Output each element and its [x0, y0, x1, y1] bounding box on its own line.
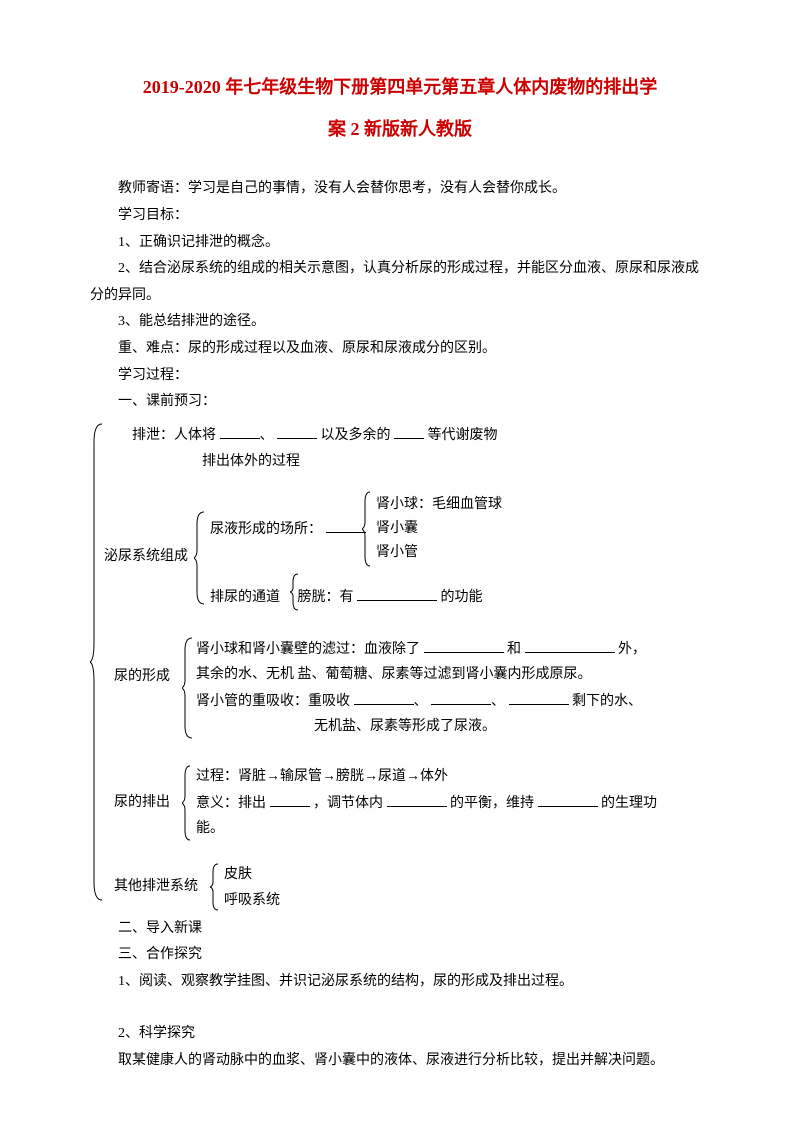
blank	[326, 516, 366, 533]
brace-icon	[362, 490, 372, 568]
npc-yiyi: 意义：排出 ，调节体内 的平衡，维持 的生理功	[196, 790, 657, 817]
brace-icon	[182, 764, 192, 842]
blank	[354, 688, 414, 705]
pangguang: 膀胱：有	[298, 590, 354, 605]
blank	[525, 636, 615, 653]
title-line2: 案 2 新版新人教版	[90, 112, 710, 146]
nx-l3b: 剩下的水、	[572, 694, 642, 709]
brace-icon	[182, 636, 194, 740]
nx-l1a: 肾小球和肾小囊壁的滤过：血液除了	[196, 642, 420, 657]
npc-yd: 的生理功	[601, 796, 657, 811]
npc-proc: 过程：肾脏→输尿管→膀胱→尿道→体外	[196, 764, 448, 791]
nx-l4: 无机盐、尿素等形成了尿液。	[314, 714, 496, 741]
npc-ye: 能。	[196, 816, 224, 843]
paixie-mid: 以及多余的	[321, 428, 391, 443]
blank	[424, 636, 504, 653]
blank	[220, 422, 260, 439]
paixie-label: 排泄：人体将	[132, 428, 216, 443]
paixie-tail: 等代谢废物	[428, 428, 498, 443]
brace-icon	[290, 572, 300, 612]
niaoye-place: 尿液形成的场所：	[210, 522, 322, 537]
blank	[270, 790, 310, 807]
sxq: 肾小球：毛细血管球	[376, 492, 502, 519]
teacher-message: 教师寄语：学习是自己的事情，没有人会替你思考，没有人会替你成长。	[90, 176, 710, 203]
process-label: 学习过程：	[90, 363, 710, 390]
nx-l1b: 和	[507, 642, 521, 657]
nx-l1: 肾小球和肾小囊壁的滤过：血液除了 和 外，	[196, 636, 646, 663]
npc-yb: ，调节体内	[313, 796, 383, 811]
nx-l3a: 肾小管的重吸收：重吸收	[196, 694, 350, 709]
brace-icon	[210, 862, 220, 912]
blank	[277, 422, 317, 439]
section-2: 二、导入新课	[90, 916, 710, 943]
keypoint: 重、难点：尿的形成过程以及血液、原尿和尿液成分的区别。	[90, 336, 710, 363]
blank	[431, 688, 491, 705]
npc-ya: 意义：排出	[196, 796, 266, 811]
blank	[538, 790, 598, 807]
goal-1: 1、正确识记排泄的概念。	[90, 230, 710, 257]
npc-yc: 的平衡，维持	[450, 796, 534, 811]
miniao-label: 泌尿系统组成	[104, 544, 188, 571]
blank	[357, 584, 437, 601]
nx-l3: 肾小管的重吸收：重吸收 、 、 剩下的水、	[196, 688, 642, 715]
preview-label: 一、课前预习：	[90, 389, 710, 416]
outline-zone: 排泄：人体将 、 以及多余的 等代谢废物 排出体外的过程 泌尿系统组成 尿液形成…	[90, 422, 710, 916]
blank	[509, 688, 569, 705]
niaopaichu-block: 尿的排出 过程：肾脏→输尿管→膀胱→尿道→体外 意义：排出 ，调节体内 的平衡，…	[104, 764, 710, 846]
goal-3: 3、能总结排泄的途径。	[90, 309, 710, 336]
page-title: 2019-2020 年七年级生物下册第四单元第五章人体内废物的排出学 案 2 新…	[90, 70, 710, 146]
question-1: 1、阅读、观察教学挂图、并识记泌尿系统的结构，尿的形成及排出过程。	[90, 969, 710, 996]
niaoxing-label: 尿的形成	[114, 664, 170, 691]
niaoxing-block: 尿的形成 肾小球和肾小囊壁的滤过：血液除了 和 外， 其余的水、无机 盐、葡萄糖…	[104, 636, 710, 746]
brace-icon	[194, 510, 206, 606]
miniao-block: 泌尿系统组成 尿液形成的场所： 肾小球：毛细血管球 肾小囊 肾小管 排尿的通道 …	[104, 492, 710, 622]
blank	[387, 790, 447, 807]
sxn: 肾小囊	[376, 516, 418, 543]
paixie-line2: 排出体外的过程	[202, 449, 710, 476]
npc-label: 尿的排出	[114, 790, 170, 817]
pangguang-tail: 的功能	[441, 590, 483, 605]
question-2: 2、科学探究	[90, 1021, 710, 1048]
blank	[394, 422, 424, 439]
other-label: 其他排泄系统	[114, 874, 198, 901]
niaoye-place-row: 尿液形成的场所：	[210, 516, 366, 543]
goal-2-text: 2、结合泌尿系统的组成的相关示意图，认真分析尿的形成过程，并能区分血液、原尿和尿…	[90, 261, 699, 303]
goal-label: 学习目标：	[90, 203, 710, 230]
question-2-detail: 取某健康人的肾动脉中的血浆、肾小囊中的液体、尿液进行分析比较，提出并解决问题。	[90, 1048, 710, 1075]
other-skin: 皮肤	[224, 862, 252, 889]
other-resp: 呼吸系统	[224, 888, 280, 915]
sxg: 肾小管	[376, 540, 418, 567]
main-brace-icon	[90, 422, 104, 902]
section-3: 三、合作探究	[90, 942, 710, 969]
paixie-row: 排泄：人体将 、 以及多余的 等代谢废物	[132, 422, 710, 449]
goal-2: 2、结合泌尿系统的组成的相关示意图，认真分析尿的形成过程，并能区分血液、原尿和尿…	[90, 256, 710, 309]
title-line1: 2019-2020 年七年级生物下册第四单元第五章人体内废物的排出学	[90, 70, 710, 104]
nx-l2: 其余的水、无机 盐、葡萄糖、尿素等过滤到肾小囊内形成原尿。	[196, 662, 592, 689]
nx-l1c: 外，	[618, 642, 646, 657]
painiao-channel: 排尿的通道	[210, 590, 280, 605]
other-block: 其他排泄系统 皮肤 呼吸系统	[104, 862, 710, 916]
painiao-row: 排尿的通道 膀胱：有 的功能	[210, 584, 483, 611]
